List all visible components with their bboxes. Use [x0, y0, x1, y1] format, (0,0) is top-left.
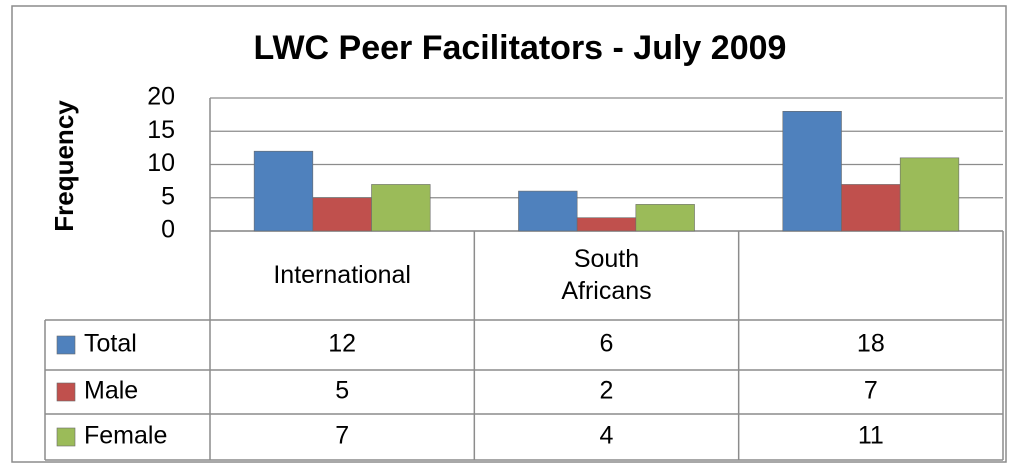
legend-label: Total	[84, 330, 137, 358]
legend-key	[56, 382, 76, 402]
bar	[312, 197, 372, 232]
y-tick-label: 0	[161, 216, 175, 244]
table-value: 18	[857, 330, 885, 358]
y-tick-label: 15	[147, 116, 175, 144]
x-tick-label-wrap: International	[210, 231, 474, 320]
table-value: 6	[600, 330, 614, 358]
legend-key	[56, 335, 76, 355]
x-tick-label-box: International	[210, 231, 474, 320]
table-value: 7	[864, 377, 878, 405]
x-tick-label-wrap: South Africans	[474, 231, 738, 320]
y-tick-label: 20	[147, 83, 175, 111]
y-tick-label: 10	[147, 149, 175, 177]
x-tick-label-box: South Africans	[474, 231, 738, 320]
table-value: 12	[328, 330, 356, 358]
bar	[841, 184, 901, 232]
y-tick-label: 5	[161, 182, 175, 210]
bar	[899, 157, 960, 232]
bar	[371, 184, 431, 232]
x-tick-label: International	[273, 260, 411, 289]
bar	[782, 111, 842, 232]
chart-title: LWC Peer Facilitators - July 2009	[254, 29, 787, 67]
legend-label: Male	[84, 377, 138, 405]
table-value: 11	[858, 422, 884, 450]
bar	[576, 217, 637, 232]
table-value: 7	[335, 422, 349, 450]
table-value: 2	[600, 377, 614, 405]
table-value: 4	[600, 422, 614, 450]
legend-label: Female	[84, 422, 167, 450]
chart-frame	[11, 5, 1007, 463]
bar	[253, 150, 314, 232]
x-tick-label: South Africans	[561, 245, 652, 305]
y-axis-label: Frequency	[49, 100, 79, 232]
table-value: 5	[335, 377, 349, 405]
bar	[635, 204, 695, 232]
legend-key	[56, 427, 76, 447]
bar	[518, 190, 578, 232]
